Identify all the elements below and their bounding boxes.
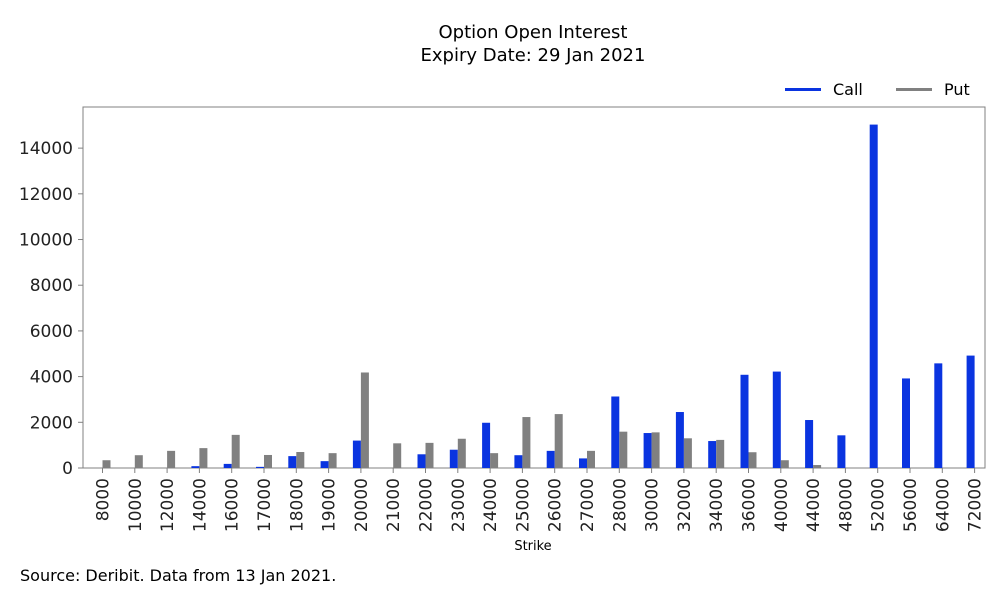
bar-call-56000 (902, 378, 910, 468)
legend-label-call: Call (833, 80, 863, 99)
bar-call-16000 (223, 463, 232, 468)
bar-put-25000 (522, 417, 531, 468)
x-tick-label-18000: 18000 (287, 478, 307, 532)
bar-call-19000 (320, 461, 329, 468)
bar-put-36000 (748, 452, 757, 468)
x-tick-label-26000: 26000 (546, 478, 566, 532)
bar-call-23000 (449, 449, 458, 468)
chart-subtitle: Expiry Date: 29 Jan 2021 (420, 45, 646, 66)
bar-call-48000 (837, 435, 846, 468)
bar-call-36000 (740, 374, 749, 468)
legend-swatch-call (785, 88, 821, 91)
y-tick-label: 8000 (30, 276, 73, 296)
bar-call-30000 (643, 433, 652, 468)
y-tick-label: 10000 (19, 231, 73, 251)
y-tick-label: 4000 (30, 368, 73, 388)
bar-call-32000 (675, 412, 684, 468)
x-tick-label-12000: 12000 (158, 478, 178, 532)
x-tick-label-14000: 14000 (190, 478, 210, 532)
y-tick-label: 12000 (19, 185, 73, 205)
chart-title: Option Open Interest (438, 22, 628, 43)
x-tick-label-64000: 64000 (933, 478, 953, 532)
y-tick-label: 0 (62, 459, 73, 479)
x-tick-label-30000: 30000 (643, 478, 663, 532)
x-tick-label-36000: 36000 (740, 478, 760, 532)
bar-put-17000 (264, 454, 272, 468)
x-tick-label-40000: 40000 (772, 478, 792, 532)
bar-call-52000 (869, 124, 878, 468)
x-axis-label: Strike (514, 539, 552, 554)
bar-put-16000 (231, 434, 240, 468)
legend-item-put: Put (896, 80, 970, 99)
bar-call-17000 (256, 466, 264, 468)
bar-put-34000 (716, 439, 725, 468)
bar-call-24000 (482, 422, 491, 468)
bar-put-27000 (587, 450, 595, 468)
x-tick-label-25000: 25000 (513, 478, 533, 532)
y-axis-ticks: 0 2000 4000 6000 8000 10000 12000 14000 (19, 139, 83, 479)
x-tick-label-21000: 21000 (384, 478, 404, 532)
bar-put-26000 (554, 414, 563, 468)
bar-call-18000 (288, 456, 297, 468)
legend-label-put: Put (944, 80, 970, 99)
x-tick-label-34000: 34000 (707, 478, 727, 532)
x-tick-label-22000: 22000 (417, 478, 437, 532)
bar-put-28000 (619, 431, 628, 468)
x-tick-label-56000: 56000 (901, 478, 921, 532)
y-tick-label: 2000 (30, 413, 73, 433)
bar-put-20000 (360, 372, 369, 468)
x-tick-label-20000: 20000 (352, 478, 372, 532)
bar-put-40000 (780, 460, 789, 468)
bar-put-24000 (490, 453, 499, 468)
x-tick-label-52000: 52000 (869, 478, 889, 532)
bar-put-18000 (296, 452, 305, 468)
bars-group (102, 124, 975, 468)
bar-call-14000 (191, 466, 200, 468)
bar-put-19000 (328, 453, 337, 468)
plot-frame (82, 106, 986, 469)
bar-put-32000 (683, 438, 692, 468)
bar-put-23000 (457, 438, 466, 468)
x-tick-label-8000: 8000 (94, 478, 114, 521)
bar-put-30000 (651, 432, 660, 468)
bar-call-22000 (417, 454, 426, 468)
legend-item-call: Call (785, 80, 863, 99)
bar-call-44000 (805, 420, 814, 468)
x-tick-label-27000: 27000 (578, 478, 598, 532)
y-tick-label: 14000 (19, 139, 73, 159)
bar-call-20000 (352, 440, 361, 468)
source-note: Source: Deribit. Data from 13 Jan 2021. (20, 566, 337, 585)
bar-call-72000 (966, 355, 975, 468)
bar-call-25000 (514, 455, 523, 468)
x-tick-label-24000: 24000 (481, 478, 501, 532)
bar-call-27000 (579, 458, 587, 468)
x-tick-label-48000: 48000 (836, 478, 856, 532)
bar-put-12000 (167, 450, 176, 468)
x-tick-label-10000: 10000 (126, 478, 146, 532)
x-axis-ticks: 8000 10000 12000 14000 16000 17000 18000 19000 2… (94, 468, 986, 532)
x-tick-label-17000: 17000 (255, 478, 275, 532)
x-tick-label-44000: 44000 (804, 478, 824, 532)
x-tick-label-19000: 19000 (320, 478, 340, 532)
bar-put-10000 (134, 455, 143, 468)
bar-put-44000 (813, 465, 822, 468)
bar-call-34000 (708, 441, 717, 468)
bar-put-14000 (199, 448, 208, 468)
legend-swatch-put (896, 88, 932, 91)
x-tick-label-23000: 23000 (449, 478, 469, 532)
bar-call-40000 (772, 371, 781, 468)
x-tick-label-32000: 32000 (675, 478, 695, 532)
bar-call-64000 (934, 363, 943, 468)
bar-call-26000 (546, 450, 555, 468)
bar-call-28000 (611, 396, 620, 468)
x-tick-label-72000: 72000 (966, 478, 986, 532)
x-tick-label-16000: 16000 (223, 478, 243, 532)
bar-put-22000 (425, 442, 434, 468)
x-tick-label-28000: 28000 (610, 478, 630, 532)
bar-put-21000 (393, 443, 402, 468)
bar-put-8000 (102, 460, 111, 468)
y-tick-label: 6000 (30, 322, 73, 342)
